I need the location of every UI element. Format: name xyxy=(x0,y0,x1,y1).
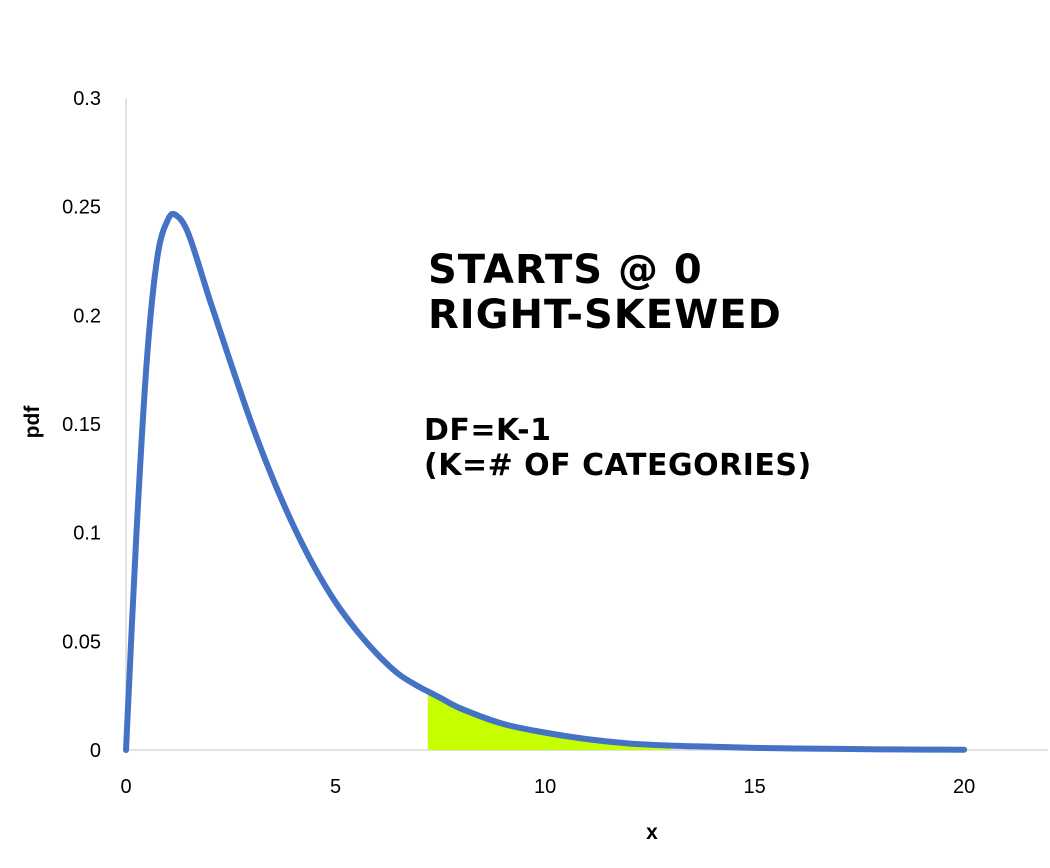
annotation-k-definition: (K=# OF CATEGORIES) xyxy=(424,448,812,483)
y-tick-labels: 0 0.05 0.1 0.15 0.2 0.25 0.3 xyxy=(62,88,101,762)
axes xyxy=(125,98,1048,751)
shaded-area-layer xyxy=(427,691,671,750)
annotation-starts-at-zero: STARTS @ 0 xyxy=(428,247,703,293)
y-tick-label: 0.15 xyxy=(62,414,101,436)
x-tick-label: 0 xyxy=(120,776,131,798)
x-tick-labels: 0 5 10 15 20 xyxy=(120,776,975,798)
annotation-right-skewed: RIGHT-SKEWED xyxy=(428,292,782,338)
x-tick-label: 5 xyxy=(330,776,341,798)
y-tick-label: 0 xyxy=(90,740,101,762)
y-tick-label: 0.2 xyxy=(73,305,101,327)
y-tick-label: 0.3 xyxy=(73,88,101,110)
x-tick-label: 10 xyxy=(534,776,556,798)
y-axis-title: pdf xyxy=(21,405,44,439)
x-tick-label: 20 xyxy=(953,776,975,798)
y-tick-label: 0.1 xyxy=(73,523,101,545)
y-tick-label: 0.05 xyxy=(62,631,101,653)
x-tick-label: 15 xyxy=(744,776,766,798)
y-tick-label: 0.25 xyxy=(62,197,101,219)
x-axis-title: x xyxy=(646,821,658,844)
pdf-curve-line xyxy=(123,210,968,753)
annotation-df-formula: DF=K-1 xyxy=(424,413,552,448)
series-line-layer xyxy=(123,210,968,753)
shaded-tail-area xyxy=(427,691,671,750)
